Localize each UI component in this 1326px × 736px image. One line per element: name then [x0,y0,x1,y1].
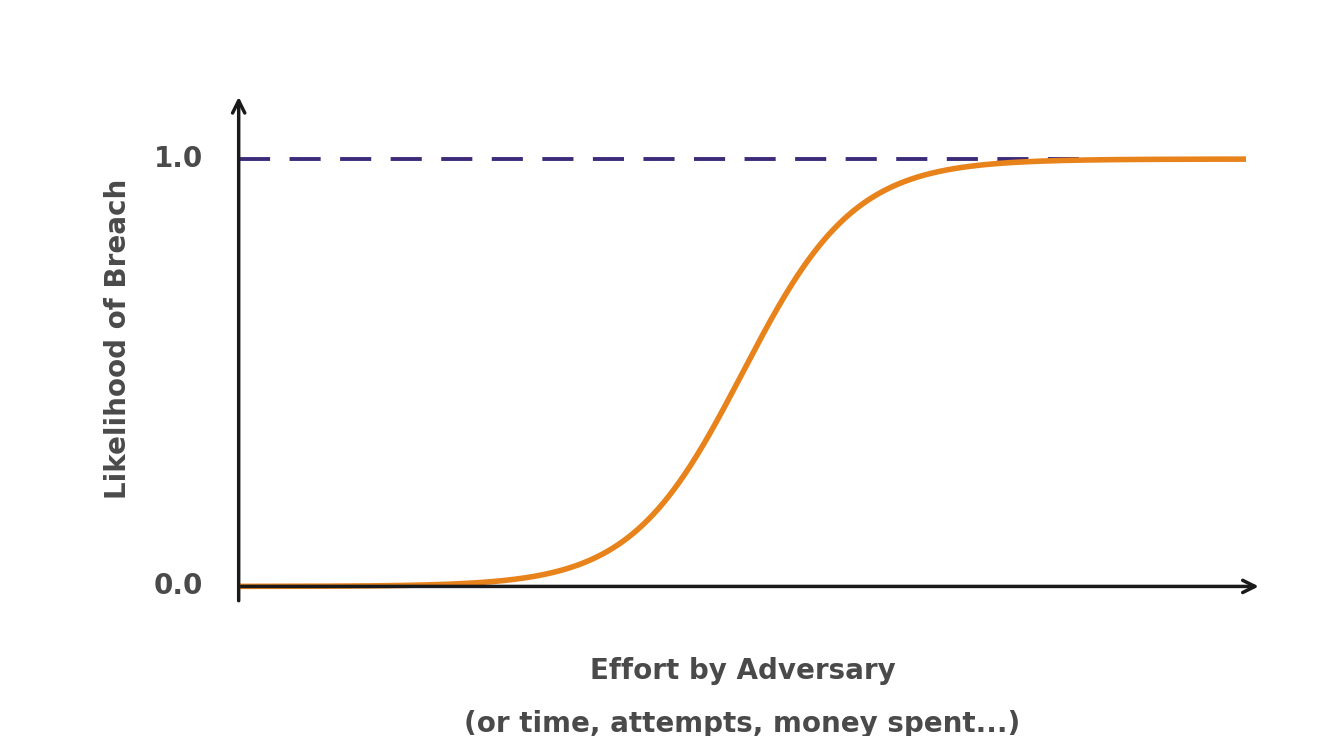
Text: Effort by Adversary: Effort by Adversary [590,657,895,684]
Text: (or time, attempts, money spent...): (or time, attempts, money spent...) [464,710,1021,736]
Text: 0.0: 0.0 [154,573,203,601]
Text: 1.0: 1.0 [154,145,203,173]
Text: Likelihood of Breach: Likelihood of Breach [103,178,131,499]
